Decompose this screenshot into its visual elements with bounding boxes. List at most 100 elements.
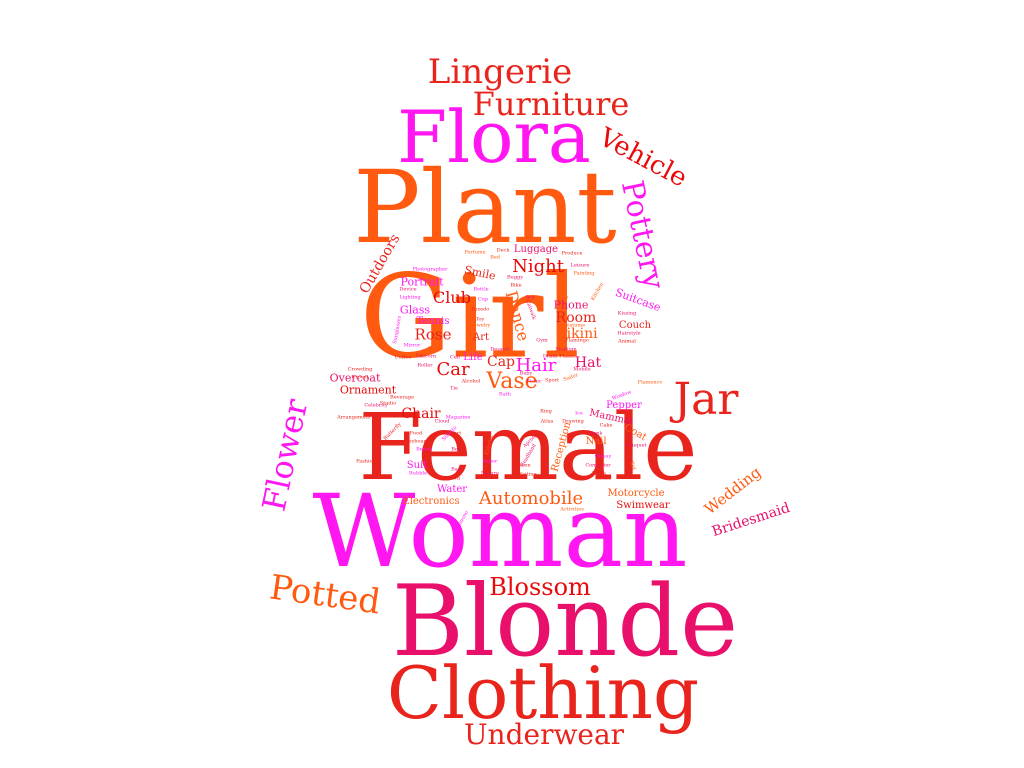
word-court: Court [446,430,462,437]
word-bed: Bed [490,254,500,261]
word-photographer: Photographer [412,266,448,273]
word-vase: Vase [486,369,538,394]
word-bike: Bike [510,282,522,289]
word-drink: Drink [542,353,558,360]
word-kiss: Kiss [557,294,569,301]
word-pottery: Pottery [613,177,672,293]
word-water: Water [436,484,468,495]
word-phone: Phone [553,298,589,312]
word-woman: Woman [312,473,688,590]
word-motorcycle: Motorcycle [607,488,665,499]
word-kissing: Kissing [617,310,637,317]
word-deck: Deck [496,247,510,254]
word-tuxedo: Tuxedo [470,306,490,313]
word-glass: Glass [399,303,431,317]
word-gym: Gym [536,337,548,344]
word-painting: Painting [573,270,595,277]
word-rubble: Rubble [409,470,427,477]
word-club: Club [433,288,471,307]
word-flower: Flower [254,395,316,515]
word-hairstyle: Hairstyle [617,330,641,337]
word-hat: Hat [574,355,602,371]
word-alcohol: Alcohol [461,378,481,385]
word-costume: Costume [562,322,586,329]
word-hair: Hair [515,355,557,376]
word-clothing: Clothing [386,651,700,735]
word-cell: Cell [450,354,460,361]
word-ring: Ring [540,408,552,415]
word-bench: Bench [416,446,432,453]
word-electronics: Electronics [402,496,460,507]
word-paper: Paper [482,458,498,465]
word-cap: Cap [486,354,516,370]
word-nail: Nail [585,436,607,447]
word-bikini: Bikini [556,326,598,342]
word-crowding: Crowding [347,366,373,373]
word-produce: Produce [561,250,583,257]
word-mirror: Mirror [403,342,421,349]
word-rose: Rose [414,325,452,344]
word-flamenco: Flamenco [637,379,663,386]
word-jewelry: Jewelry [471,322,491,329]
word-life: Life [463,352,483,363]
word-block: Block [591,470,607,477]
word-tennis: Tennis [416,316,450,327]
word-cup: Cup [477,296,489,303]
word-animal: Animal [618,338,636,345]
word-blonde: Blonde [391,565,739,679]
word-chair: Chair [401,406,441,422]
word-mobile: Mobile [573,366,591,373]
word-kitchen: Kitchen [590,281,606,302]
word-oven: Oven [517,462,531,469]
word-bra: Bra [525,294,535,301]
word-luggage: Luggage [513,244,559,255]
word-device: Device [399,286,417,293]
word-keyboard: Keyboard [404,438,430,445]
word-magazine: Magazine [445,414,471,421]
word-female: Female [358,394,698,501]
word-picnic: Picnic [526,378,542,385]
word-crowd: Crowd [351,374,369,381]
word-beverage: Beverage [390,394,414,401]
word-portrait: Portrait [400,275,444,289]
word-car: Car [436,359,470,380]
word-tie: Tie [450,385,458,392]
word-automobile: Automobile [478,488,584,509]
word-celebrity: Celebrity [364,402,388,409]
word-computer: Computer [585,462,611,469]
word-blossom: Blossom [489,573,591,601]
word-flora: Flora [397,95,591,179]
word-roller: Roller [417,362,433,369]
word-lighting: Lighting [399,294,421,301]
word-ice: Ice [575,410,583,417]
word-overcoat: Overcoat [329,371,381,385]
word-bath: Bath [499,391,511,398]
word-leisure: Leisure [570,262,590,269]
word-cake: Cake [599,422,613,429]
word-sport: Sport [544,377,560,384]
word-girl: Girl [359,250,581,385]
word-perfume: Perfume [464,249,486,256]
word-bank: Bank [589,430,603,437]
word-lingerie: Lingerie [427,52,573,92]
word-waiting: Waiting [517,471,537,478]
word-toy: Toy [475,316,485,323]
word-gown: Gown [445,475,461,482]
word-night: Night [512,256,564,277]
word-bottle: Bottle [473,286,489,293]
word-stadium: Stadium [555,346,577,353]
word-ornament: Ornament [339,383,397,397]
word-baby: Baby [519,370,533,377]
word-cloud: Cloud [434,418,450,425]
word-dessert: Dessert [490,346,510,353]
word-fashion: Fashion [356,458,376,465]
word-buggy: Buggy [506,274,524,281]
word-room: Room [555,310,597,326]
word-underwear: Underwear [463,718,625,751]
word-studio: Studio [379,400,397,407]
word-couch: Couch [618,320,652,331]
word-jar: Jar [673,374,739,425]
word-food: Food [409,430,423,437]
word-flamingo: Flamingo [565,337,589,344]
